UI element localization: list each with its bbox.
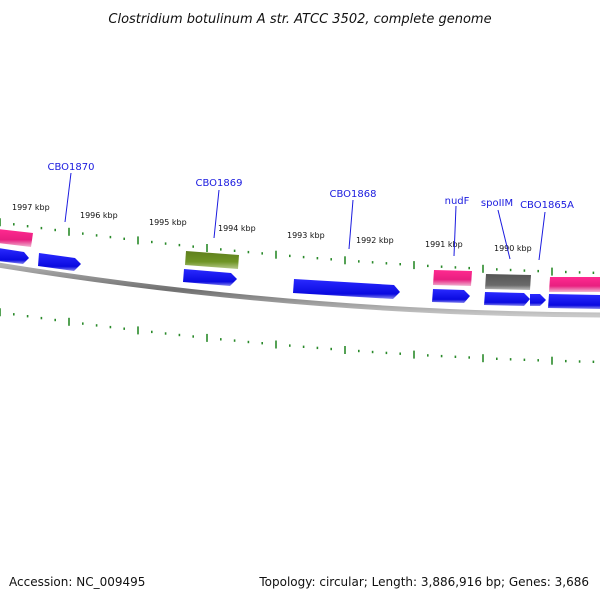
kbp-label: 1994 kbp bbox=[218, 224, 256, 233]
gene-feature-cds[interactable] bbox=[432, 289, 470, 303]
gene-feature-cbo1870[interactable] bbox=[38, 253, 81, 271]
gene-feature-cbo1868[interactable] bbox=[293, 279, 400, 299]
gene-feature-rrna-partial[interactable] bbox=[0, 229, 33, 247]
gene-label-cbo1868[interactable]: CBO1868 bbox=[330, 189, 377, 200]
topology-text: Topology: circular; Length: 3,886,916 bp… bbox=[259, 575, 589, 589]
gene-label-spoiim[interactable]: spoIIM bbox=[481, 198, 513, 209]
gene-feature-cds[interactable] bbox=[484, 292, 530, 306]
gene-features bbox=[0, 229, 600, 309]
gene-feature-cbo1869[interactable] bbox=[185, 251, 239, 269]
gene-feature-cbo1865a[interactable] bbox=[549, 277, 600, 292]
gene-feature-cds-partial[interactable] bbox=[0, 248, 29, 264]
kbp-labels: 1997 kbp 1996 kbp 1995 kbp 1994 kbp 1993… bbox=[12, 203, 532, 253]
gene-label-cbo1869[interactable]: CBO1869 bbox=[196, 178, 243, 189]
gene-label-cbo1870[interactable]: CBO1870 bbox=[48, 162, 95, 173]
gene-label-leaders bbox=[64, 172, 546, 261]
inner-tick-track bbox=[0, 308, 595, 365]
gene-feature-cds[interactable] bbox=[530, 294, 546, 306]
accession-text: Accession: NC_009495 bbox=[9, 575, 146, 589]
gene-feature-cds[interactable] bbox=[183, 269, 237, 286]
gene-feature-spoiim[interactable] bbox=[485, 274, 531, 290]
kbp-label: 1993 kbp bbox=[287, 231, 325, 240]
outer-tick-track bbox=[0, 218, 595, 276]
kbp-label: 1995 kbp bbox=[149, 218, 187, 227]
gene-label-nudf[interactable]: nudF bbox=[445, 196, 470, 207]
gene-feature-nudf[interactable] bbox=[433, 270, 472, 286]
map-title: Clostridium botulinum A str. ATCC 3502, … bbox=[108, 12, 491, 27]
genome-backbone bbox=[0, 262, 600, 318]
kbp-label: 1991 kbp bbox=[425, 240, 463, 249]
kbp-label: 1990 kbp bbox=[494, 244, 532, 253]
gene-label-cbo1865a[interactable]: CBO1865A bbox=[520, 200, 574, 211]
kbp-label: 1997 kbp bbox=[12, 203, 50, 212]
gene-feature-cds-partial[interactable] bbox=[548, 294, 600, 309]
kbp-label: 1996 kbp bbox=[80, 211, 118, 220]
kbp-label: 1992 kbp bbox=[356, 236, 394, 245]
gene-labels: CBO1870 CBO1869 CBO1868 nudF spoIIM CBO1… bbox=[48, 162, 575, 211]
